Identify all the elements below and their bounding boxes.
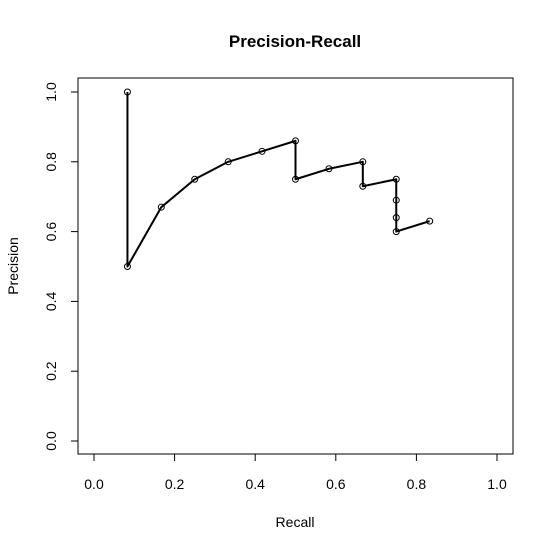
y-tick-label: 0.2: [43, 361, 59, 381]
y-axis-label: Precision: [5, 237, 21, 295]
pr-point-marker: [359, 182, 367, 190]
y-tick-label: 0.6: [43, 222, 59, 242]
pr-point-marker: [123, 263, 131, 270]
x-axis: 0.0 0.2 0.4 0.6 0.8 1.0: [84, 453, 507, 492]
pr-point-marker: [292, 175, 299, 183]
pr-point-marker: [123, 88, 131, 96]
x-tick-label: 0.8: [407, 476, 427, 492]
x-tick-label: 1.0: [487, 476, 507, 492]
series-layer: [123, 88, 434, 270]
x-axis-label: Recall: [276, 514, 315, 530]
plot-area-frame: [77, 77, 514, 455]
x-tick-label: 0.2: [165, 476, 185, 492]
y-axis: 0.0 0.2 0.4 0.6 0.8 1.0: [43, 82, 79, 451]
pr-point-marker: [359, 158, 367, 166]
pr-point-marker: [426, 217, 434, 225]
pr-point-marker: [392, 214, 400, 222]
pr-point-marker: [157, 203, 165, 211]
pr-point-marker: [191, 175, 199, 183]
pr-point-marker: [325, 165, 333, 173]
pr-point-marker: [392, 228, 400, 236]
y-tick-label: 0.4: [43, 291, 59, 311]
pr-curve-line: [126, 92, 430, 268]
pr-point-marker: [292, 137, 299, 145]
pr-point-marker: [392, 175, 400, 183]
x-tick-label: 0.4: [245, 476, 265, 492]
y-tick-label: 1.0: [43, 82, 59, 102]
y-tick-label: 0.8: [43, 152, 59, 172]
y-tick-label: 0.0: [43, 431, 59, 451]
pr-point-marker: [392, 196, 400, 204]
x-tick-label: 0.6: [326, 476, 346, 492]
x-tick-label: 0.0: [84, 476, 104, 492]
pr-point-marker: [258, 147, 266, 155]
pr-point-marker: [224, 158, 232, 166]
chart-title: Precision-Recall: [229, 32, 361, 51]
